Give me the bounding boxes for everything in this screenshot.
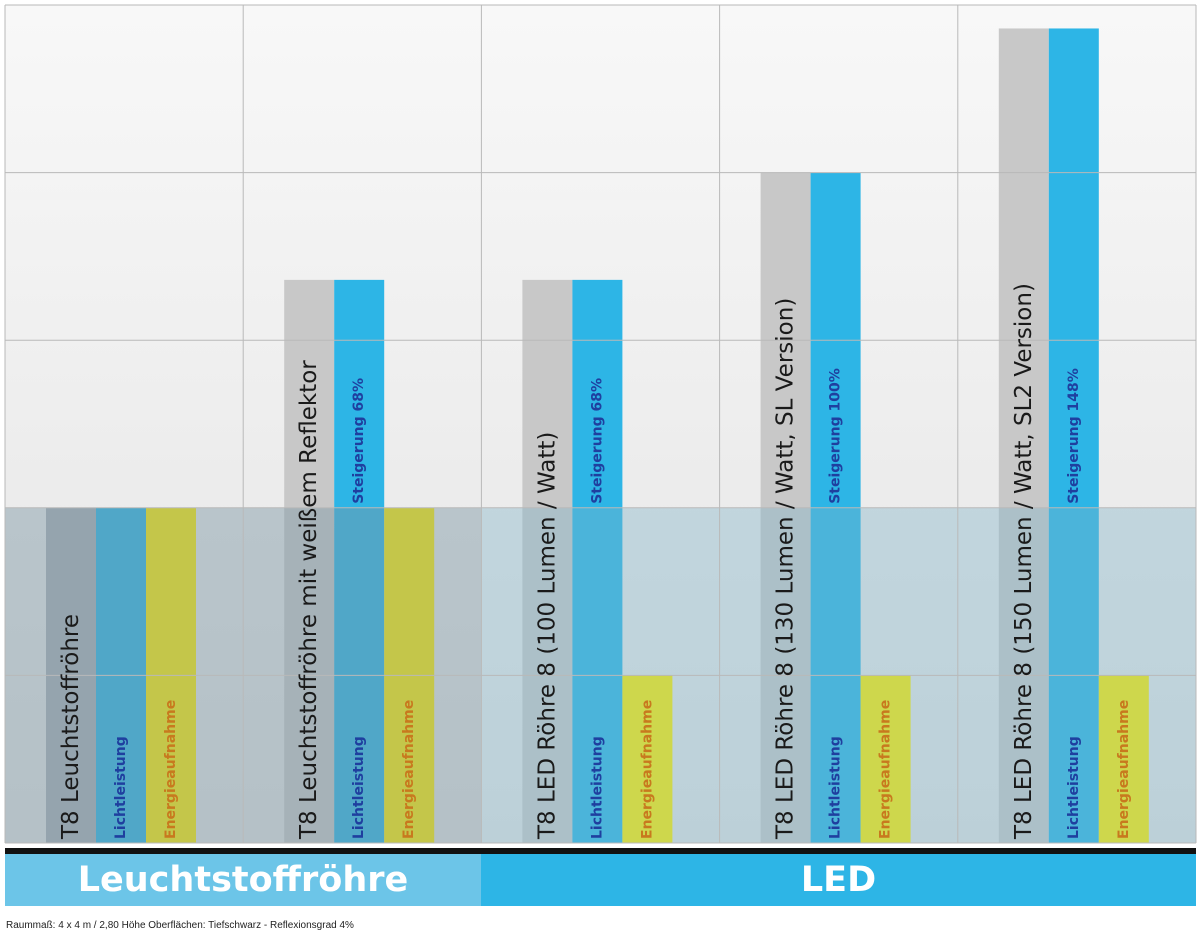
light-bar (572, 279, 623, 843)
section-label-led: LED (481, 854, 1196, 906)
separator-line (5, 848, 1196, 854)
light-bar (1048, 28, 1099, 844)
light-bar (334, 279, 385, 843)
energy-label: Energieaufnahme (1116, 700, 1132, 839)
light-label: Lichtleistung (828, 736, 844, 839)
light-label: Lichtleistung (589, 736, 605, 839)
energy-label: Energieaufnahme (878, 700, 894, 839)
light-label: Lichtleistung (113, 736, 129, 839)
increase-label: Steigerung 100% (828, 368, 844, 504)
section-label-fluorescent: Leuchtstoffröhre (5, 854, 481, 906)
light-label: Lichtleistung (1066, 736, 1082, 839)
product-label: T8 Leuchtstoffröhre (58, 614, 84, 840)
product-bar (522, 279, 573, 843)
light-label: Lichtleistung (351, 736, 367, 839)
energy-bar (1098, 675, 1149, 843)
increase-label: Steigerung 68% (589, 378, 605, 504)
product-label: T8 LED Röhre 8 (150 Lumen / Watt, SL2 Ve… (1011, 283, 1037, 840)
product-label: T8 LED Röhre 8 (100 Lumen / Watt) (534, 432, 560, 840)
product-bar (998, 28, 1049, 844)
product-label: T8 LED Röhre 8 (130 Lumen / Watt, SL Ver… (773, 298, 799, 840)
footnote: Raummaß: 4 x 4 m / 2,80 Höhe Oberflächen… (6, 920, 354, 931)
energy-bar (860, 675, 911, 843)
product-bar (284, 279, 335, 843)
increase-label: Steigerung 148% (1066, 368, 1082, 504)
increase-label: Steigerung 68% (351, 378, 367, 504)
energy-bar (622, 675, 673, 843)
energy-label: Energieaufnahme (163, 700, 179, 839)
energy-label: Energieaufnahme (639, 700, 655, 839)
energy-label: Energieaufnahme (401, 700, 417, 839)
product-label: T8 Leuchtstoffröhre mit weißem Reflektor (296, 360, 322, 840)
